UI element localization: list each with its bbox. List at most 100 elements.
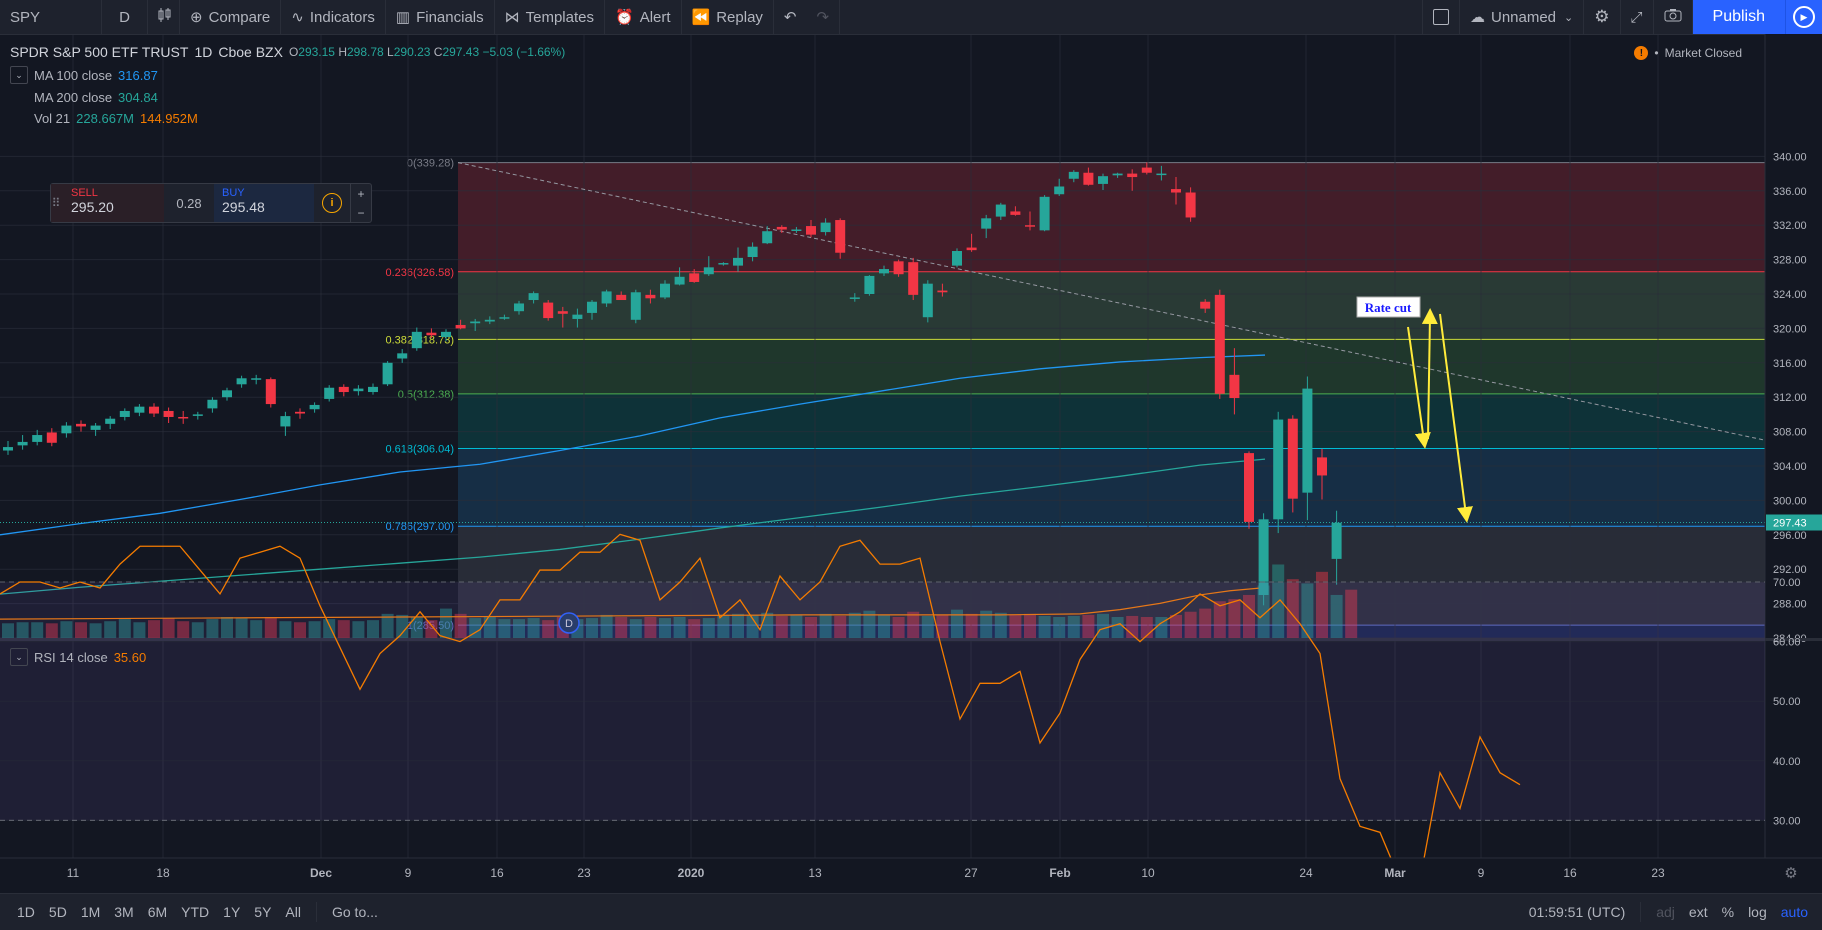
candle-body[interactable] xyxy=(601,291,612,304)
candle-body[interactable] xyxy=(470,321,481,324)
candle-body[interactable] xyxy=(776,226,787,230)
candle-body[interactable] xyxy=(908,262,919,295)
fullscreen-layout-button[interactable] xyxy=(1421,0,1460,34)
ext-toggle[interactable]: ext xyxy=(1688,904,1708,920)
arrow-annotation[interactable] xyxy=(1439,313,1473,523)
candle-body[interactable] xyxy=(309,404,320,410)
plus-button[interactable]: + xyxy=(357,186,365,201)
candle-body[interactable] xyxy=(295,411,305,414)
chart-type-button[interactable] xyxy=(148,0,180,34)
candle-body[interactable] xyxy=(251,378,262,380)
candle-body[interactable] xyxy=(3,447,13,451)
candle-body[interactable] xyxy=(265,379,276,405)
candle-body[interactable] xyxy=(484,319,495,322)
candle-body[interactable] xyxy=(543,302,554,319)
ma100-legend[interactable]: ⌄ MA 100 close 316.87 xyxy=(10,66,565,84)
candle-body[interactable] xyxy=(952,251,962,266)
candle-body[interactable] xyxy=(820,222,831,233)
candle-body[interactable] xyxy=(966,247,977,251)
candle-body[interactable] xyxy=(441,331,451,337)
candle-body[interactable] xyxy=(879,269,889,274)
replay-button[interactable]: ⏪ Replay xyxy=(682,0,774,34)
candle-body[interactable] xyxy=(630,292,641,320)
candle-body[interactable] xyxy=(572,314,583,319)
candle-body[interactable] xyxy=(528,293,539,301)
candle-body[interactable] xyxy=(17,441,28,446)
candle-body[interactable] xyxy=(1112,173,1123,176)
compare-button[interactable]: ⊕ Compare xyxy=(180,0,282,34)
candle-body[interactable] xyxy=(134,406,145,413)
candle-body[interactable] xyxy=(762,231,773,244)
rsi-collapse-button[interactable]: ⌄ xyxy=(10,648,28,666)
candle-body[interactable] xyxy=(149,406,159,414)
candle-body[interactable] xyxy=(1258,519,1269,595)
candle-body[interactable] xyxy=(105,418,116,424)
candle-body[interactable] xyxy=(397,353,408,359)
candle-body[interactable] xyxy=(32,435,43,442)
candle-body[interactable] xyxy=(76,423,86,427)
candle-body[interactable] xyxy=(61,425,72,434)
chart-canvas[interactable]: 0(339.28)0.236(326.58)0.382(318.73)0.5(3… xyxy=(0,34,1822,893)
candle-body[interactable] xyxy=(411,331,422,349)
candle-body[interactable] xyxy=(674,276,685,285)
fullscreen-button[interactable]: ⤢ xyxy=(1621,0,1654,34)
range-1m[interactable]: 1M xyxy=(80,904,101,920)
candle-body[interactable] xyxy=(660,283,670,298)
candle-body[interactable] xyxy=(1244,453,1254,522)
candle-body[interactable] xyxy=(1010,211,1021,215)
candle-body[interactable] xyxy=(1302,388,1313,493)
volume-legend[interactable]: Vol 21 228.667M 144.952M xyxy=(10,111,565,126)
candle-body[interactable] xyxy=(806,226,816,235)
minus-button[interactable]: − xyxy=(357,205,365,220)
candle-body[interactable] xyxy=(733,257,743,266)
log-toggle[interactable]: log xyxy=(1748,904,1767,920)
candle-body[interactable] xyxy=(368,386,378,393)
axis-settings-icon[interactable]: ⚙ xyxy=(1784,865,1797,882)
range-5y[interactable]: 5Y xyxy=(254,904,272,920)
range-1y[interactable]: 1Y xyxy=(223,904,241,920)
alert-button[interactable]: ⏰ Alert xyxy=(605,0,682,34)
candle-body[interactable] xyxy=(207,399,218,409)
settings-button[interactable]: ⚙ xyxy=(1584,0,1621,34)
range-5d[interactable]: 5D xyxy=(48,904,67,920)
drag-handle-icon[interactable]: ⠿ xyxy=(51,196,61,210)
candle-body[interactable] xyxy=(192,414,203,416)
symbol-search-button[interactable]: SPY xyxy=(0,0,102,34)
candle-body[interactable] xyxy=(922,283,933,318)
snapshot-button[interactable] xyxy=(1654,0,1693,34)
candle-body[interactable] xyxy=(864,275,875,294)
trend-line[interactable] xyxy=(457,162,1766,441)
candle-body[interactable] xyxy=(338,386,349,393)
candle-body[interactable] xyxy=(178,416,189,419)
candle-body[interactable] xyxy=(1331,522,1342,559)
pane-separator[interactable] xyxy=(0,638,1822,641)
candle-body[interactable] xyxy=(426,332,437,336)
range-all[interactable]: All xyxy=(285,904,301,920)
goto-button[interactable]: Go to... xyxy=(331,904,378,920)
candle-body[interactable] xyxy=(222,390,232,398)
sell-button[interactable]: ⠿ SELL 295.20 xyxy=(51,184,164,222)
candle-body[interactable] xyxy=(1273,419,1284,520)
candle-body[interactable] xyxy=(455,324,466,329)
time-axis[interactable]: 11 18 Dec 9 16 23 2020 13 27 Feb 10 24 Mar 9 16 23 ⚙ xyxy=(0,857,1822,893)
candle-body[interactable] xyxy=(1200,301,1211,309)
fib-retracement[interactable]: 0(339.28)0.236(326.58)0.382(318.73)0.5(3… xyxy=(386,158,1766,638)
market-status[interactable]: ! • Market Closed xyxy=(1634,46,1742,60)
candle-body[interactable] xyxy=(557,311,568,314)
rsi-legend[interactable]: ⌄ RSI 14 close 35.60 xyxy=(10,648,146,666)
templates-button[interactable]: ⋈ Templates xyxy=(495,0,605,34)
play-button[interactable]: ▶ xyxy=(1785,0,1822,34)
arrow-annotation[interactable] xyxy=(1407,326,1431,449)
candle-body[interactable] xyxy=(1141,167,1152,173)
candle-body[interactable] xyxy=(703,267,714,275)
indicators-button[interactable]: ∿ Indicators xyxy=(281,0,386,34)
undo-button[interactable]: ↶ xyxy=(774,0,807,34)
candle-body[interactable] xyxy=(353,388,364,392)
adj-toggle[interactable]: adj xyxy=(1656,904,1675,920)
candle-body[interactable] xyxy=(1171,189,1181,193)
annotations[interactable]: Rate cut D xyxy=(558,296,1473,634)
candle-body[interactable] xyxy=(1054,186,1065,195)
candle-body[interactable] xyxy=(1127,173,1138,178)
redo-button[interactable]: ↷ xyxy=(807,0,841,34)
